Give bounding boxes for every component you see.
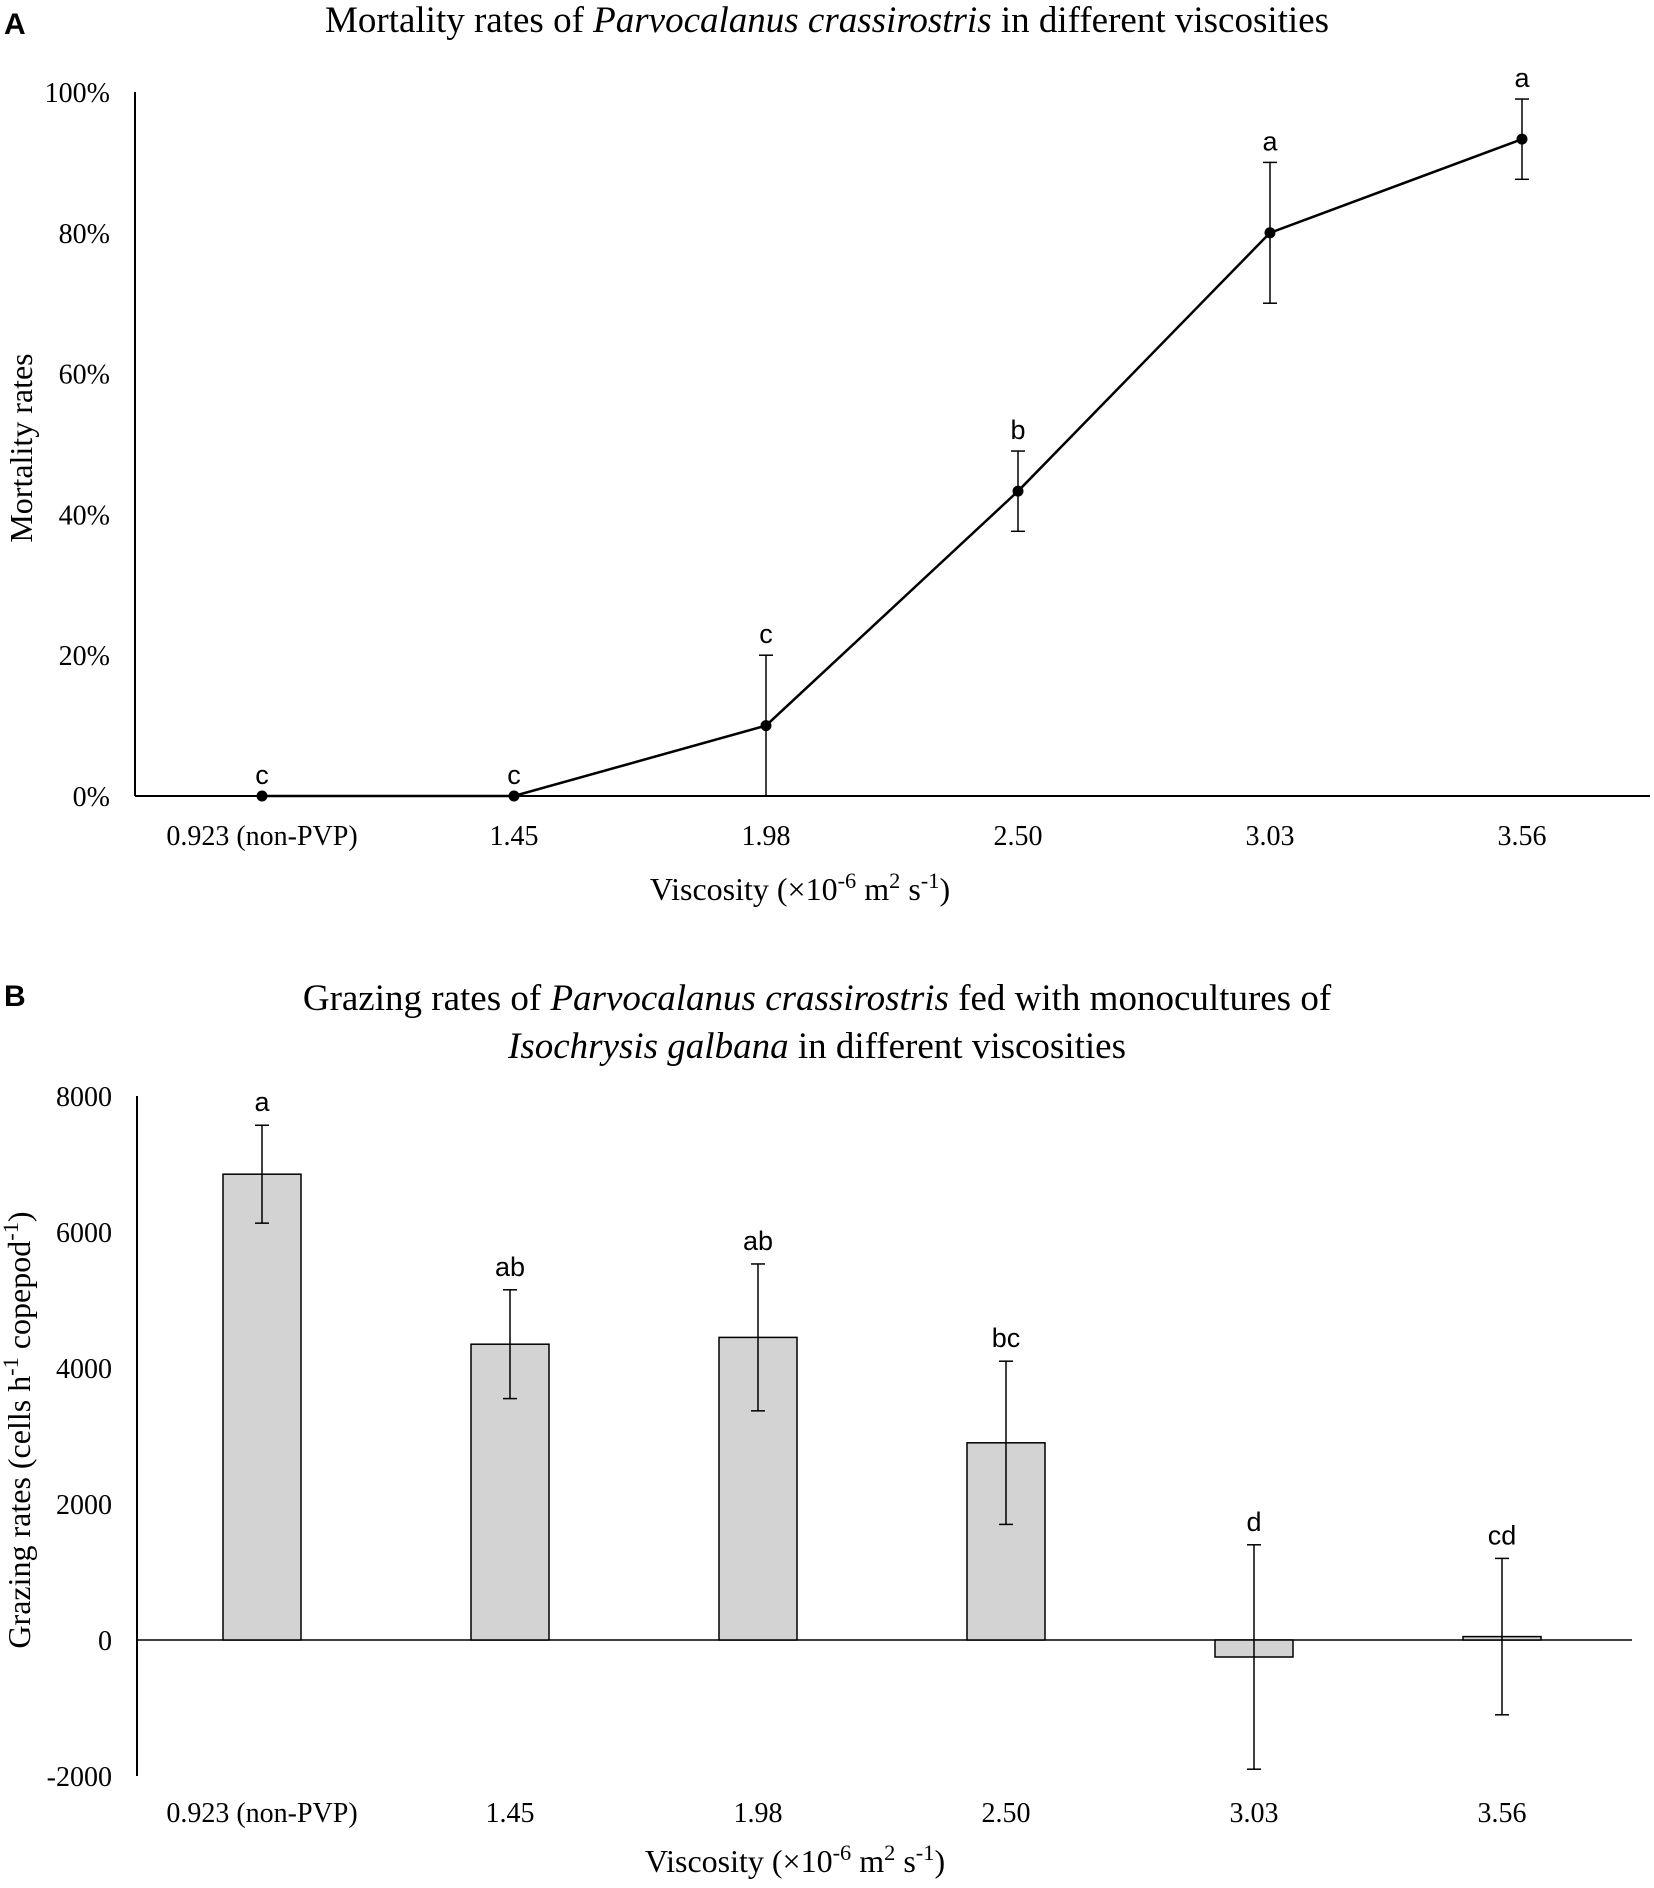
grazing-y-tick-label: 8000 (56, 1082, 112, 1113)
grazing-x-tick-label: 1.98 (734, 1798, 783, 1829)
mortality-x-tick-label: 1.45 (490, 821, 539, 852)
grazing-x-label-part: 2 (884, 1840, 895, 1865)
grazing-significance-label: a (254, 1087, 270, 1117)
mortality-data-point (1012, 485, 1024, 497)
grazing-title-line-1-part: Grazing rates of (303, 978, 551, 1019)
grazing-significance-label: bc (992, 1323, 1021, 1353)
mortality-y-tick-label: 60% (59, 360, 110, 391)
mortality-y-tick-label: 40% (59, 500, 110, 531)
mortality-x-label-part: -1 (921, 868, 940, 893)
mortality-significance-label: c (255, 760, 269, 790)
grazing-x-label-part: s (895, 1843, 915, 1879)
grazing-y-label-part: Grazing rates (cells h (1, 1376, 37, 1649)
grazing-y-label-part: copepod (1, 1241, 37, 1357)
grazing-y-label-part: -1 (0, 1357, 23, 1376)
mortality-x-tick-label: 1.98 (742, 821, 791, 852)
grazing-chart-title-line-1: Grazing rates of Parvocalanus crassirost… (303, 978, 1332, 1019)
grazing-x-tick-label: 0.923 (non-PVP) (166, 1798, 357, 1829)
grazing-x-tick-label: 3.56 (1478, 1798, 1527, 1829)
mortality-data-point (256, 790, 268, 802)
mortality-data-point (1516, 133, 1528, 145)
mortality-y-tick-label: 100% (45, 78, 110, 109)
panel-a-letter: A (4, 8, 26, 41)
grazing-x-label-part: ) (934, 1843, 945, 1879)
grazing-x-label-part: Viscosity (×10 (645, 1843, 833, 1879)
grazing-x-tick-label: 3.03 (1230, 1798, 1279, 1829)
mortality-chart: A Mortality rates of Parvocalanus crassi… (3, 0, 1650, 907)
grazing-y-tick-label: 4000 (56, 1354, 112, 1385)
grazing-x-tick-label: 2.50 (982, 1798, 1031, 1829)
mortality-significance-label: b (1010, 415, 1025, 445)
grazing-x-tick-label: 1.45 (486, 1798, 535, 1829)
mortality-x-label-part: -6 (838, 868, 857, 893)
mortality-x-axis-label: Viscosity (×10-6 m2 s-1) (650, 868, 950, 908)
grazing-title-line-2-part: in different viscosities (789, 1026, 1126, 1067)
mortality-significance-labels: c c c b a a (255, 63, 1530, 790)
mortality-data-point (1264, 227, 1276, 239)
mortality-x-label-part: 2 (889, 868, 900, 893)
mortality-series (256, 133, 1528, 802)
mortality-axes (134, 92, 1650, 797)
grazing-significance-label: cd (1488, 1520, 1517, 1550)
grazing-x-label-part: -1 (916, 1840, 935, 1865)
grazing-axes (136, 1096, 1632, 1776)
mortality-x-tick-label: 2.50 (994, 821, 1043, 852)
mortality-x-label-part: ) (939, 871, 950, 907)
panel-b-letter: B (4, 980, 26, 1013)
grazing-x-label-part: m (851, 1843, 884, 1879)
mortality-chart-title: Mortality rates of Parvocalanus crassiro… (325, 0, 1329, 41)
mortality-data-point (760, 720, 772, 732)
mortality-significance-label: a (1514, 63, 1530, 93)
grazing-x-axis-label: Viscosity (×10-6 m2 s-1) (645, 1840, 945, 1880)
grazing-significance-label: ab (743, 1226, 773, 1256)
mortality-title-part: in different viscosities (992, 0, 1329, 41)
mortality-title-part: Mortality rates of (325, 0, 593, 41)
grazing-chart: B Grazing rates of Parvocalanus crassiro… (0, 978, 1632, 1879)
grazing-y-label-part: ) (1, 1211, 37, 1222)
mortality-y-axis-label: Mortality rates (3, 353, 39, 542)
mortality-data-point (508, 790, 520, 802)
mortality-error-bars (759, 98, 1529, 797)
grazing-y-tick-label: 2000 (56, 1490, 112, 1521)
mortality-x-tick-label: 3.56 (1498, 821, 1547, 852)
mortality-x-tick-label: 3.03 (1246, 821, 1295, 852)
grazing-significance-label: ab (495, 1252, 525, 1282)
mortality-significance-label: c (759, 619, 773, 649)
grazing-y-tick-label: 6000 (56, 1218, 112, 1249)
grazing-significance-labels: a ab ab bc d cd (254, 1087, 1516, 1550)
grazing-title-line-2-part: Isochrysis galbana (507, 1026, 789, 1067)
grazing-y-tick-label: 0 (98, 1626, 112, 1657)
mortality-significance-label: c (507, 760, 521, 790)
mortality-x-label-part: m (856, 871, 889, 907)
grazing-error-bars (255, 1124, 1509, 1770)
mortality-x-ticks: 0.923 (non-PVP) 1.45 1.98 2.50 3.03 3.56 (166, 821, 1546, 852)
grazing-title-line-1-part: fed with monocultures of (949, 978, 1332, 1019)
mortality-title-part: Parvocalanus crassirostris (592, 0, 991, 41)
grazing-chart-title-line-2: Isochrysis galbana in different viscosit… (507, 1026, 1126, 1067)
grazing-bar (222, 1173, 302, 1641)
grazing-significance-label: d (1246, 1507, 1261, 1537)
grazing-bar (966, 1442, 1046, 1641)
mortality-significance-label: a (1262, 126, 1278, 156)
grazing-y-axis-label: Grazing rates (cells h-1 copepod-1) (0, 1211, 37, 1648)
mortality-y-ticks: 0% 20% 40% 60% 80% 100% (45, 78, 110, 813)
grazing-title-line-1-part: Parvocalanus crassirostris (549, 978, 948, 1019)
mortality-x-tick-label: 0.923 (non-PVP) (166, 821, 357, 852)
grazing-y-label-part: -1 (0, 1222, 23, 1241)
grazing-x-label-part: -6 (833, 1840, 852, 1865)
grazing-y-ticks: -2000 0 2000 4000 6000 8000 (47, 1082, 112, 1793)
mortality-y-tick-label: 0% (73, 782, 110, 813)
grazing-x-ticks: 0.923 (non-PVP) 1.45 1.98 2.50 3.03 3.56 (166, 1798, 1526, 1829)
grazing-bar (470, 1343, 550, 1641)
grazing-y-tick-label: -2000 (47, 1762, 112, 1793)
grazing-bars (222, 1173, 1542, 1658)
mortality-x-label-part: s (900, 871, 920, 907)
mortality-y-tick-label: 20% (59, 641, 110, 672)
mortality-x-label-part: Viscosity (×10 (650, 871, 838, 907)
mortality-y-tick-label: 80% (59, 219, 110, 250)
mortality-series-line (262, 137, 1523, 798)
